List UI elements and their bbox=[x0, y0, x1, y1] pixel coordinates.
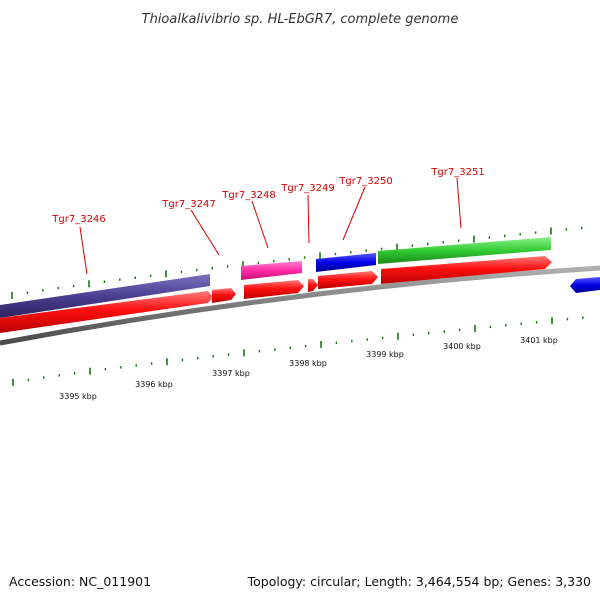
cds-track bbox=[0, 256, 552, 333]
gene-label-tgr7-3249[interactable]: Tgr7_3249 bbox=[280, 183, 334, 194]
kbp-label-3398: 3398 kbp bbox=[289, 359, 327, 368]
genome-title: Thioalkalivibrio sp. HL-EbGR7, complete … bbox=[142, 12, 459, 27]
kbp-label-3396: 3396 kbp bbox=[135, 380, 173, 389]
cds-arrow-tgr7-3249[interactable] bbox=[308, 279, 318, 292]
leader-tgr7-3251 bbox=[456, 177, 462, 229]
gene-label-tgr7-3248[interactable]: Tgr7_3248 bbox=[221, 190, 275, 201]
leader-tgr7-3247 bbox=[190, 209, 220, 256]
feature-track bbox=[0, 237, 551, 318]
genome-backbone bbox=[0, 265, 600, 346]
feature-tgr7-3246[interactable] bbox=[0, 274, 210, 318]
leader-tgr7-3246 bbox=[79, 226, 88, 275]
genome-summary-text: Topology: circular; Length: 3,464,554 bp… bbox=[247, 574, 591, 589]
gene-label-tgr7-3246[interactable]: Tgr7_3246 bbox=[51, 214, 105, 225]
accession-text: Accession: NC_011901 bbox=[9, 574, 151, 589]
gene-label-tgr7-3251[interactable]: Tgr7_3251 bbox=[430, 167, 484, 178]
leader-tgr7-3250 bbox=[342, 186, 366, 241]
kbp-scale-labels: 3395 kbp 3396 kbp 3397 kbp 3398 kbp 3399… bbox=[59, 336, 558, 401]
feature-tgr7-3251[interactable] bbox=[378, 237, 551, 264]
inner-tick-ring bbox=[12, 316, 584, 386]
outer-tick-ring bbox=[11, 226, 583, 299]
kbp-label-3400: 3400 kbp bbox=[443, 342, 481, 351]
cds-arrow-tgr7-3248[interactable] bbox=[244, 280, 304, 299]
feature-tgr7-3250[interactable] bbox=[316, 253, 376, 272]
gene-label-leaders bbox=[79, 177, 462, 275]
gene-label-tgr7-3247[interactable]: Tgr7_3247 bbox=[161, 199, 215, 210]
leader-tgr7-3249 bbox=[307, 194, 310, 244]
feature-right-reverse[interactable] bbox=[570, 277, 600, 293]
leader-tgr7-3248 bbox=[251, 200, 269, 249]
kbp-label-3397: 3397 kbp bbox=[212, 369, 250, 378]
kbp-label-3395: 3395 kbp bbox=[59, 392, 97, 401]
gene-labels: Tgr7_3246 Tgr7_3247 Tgr7_3248 Tgr7_3249 … bbox=[51, 167, 484, 225]
kbp-label-3399: 3399 kbp bbox=[366, 350, 404, 359]
gene-label-tgr7-3250[interactable]: Tgr7_3250 bbox=[338, 176, 392, 187]
feature-tgr7-3248[interactable] bbox=[241, 261, 302, 280]
cds-arrow-tgr7-3247[interactable] bbox=[212, 288, 236, 303]
cds-arrow-tgr7-3250[interactable] bbox=[318, 271, 378, 289]
cds-arrow-tgr7-3246[interactable] bbox=[0, 291, 213, 333]
cds-arrow-tgr7-3251[interactable] bbox=[381, 256, 552, 284]
kbp-label-3401: 3401 kbp bbox=[520, 336, 558, 345]
